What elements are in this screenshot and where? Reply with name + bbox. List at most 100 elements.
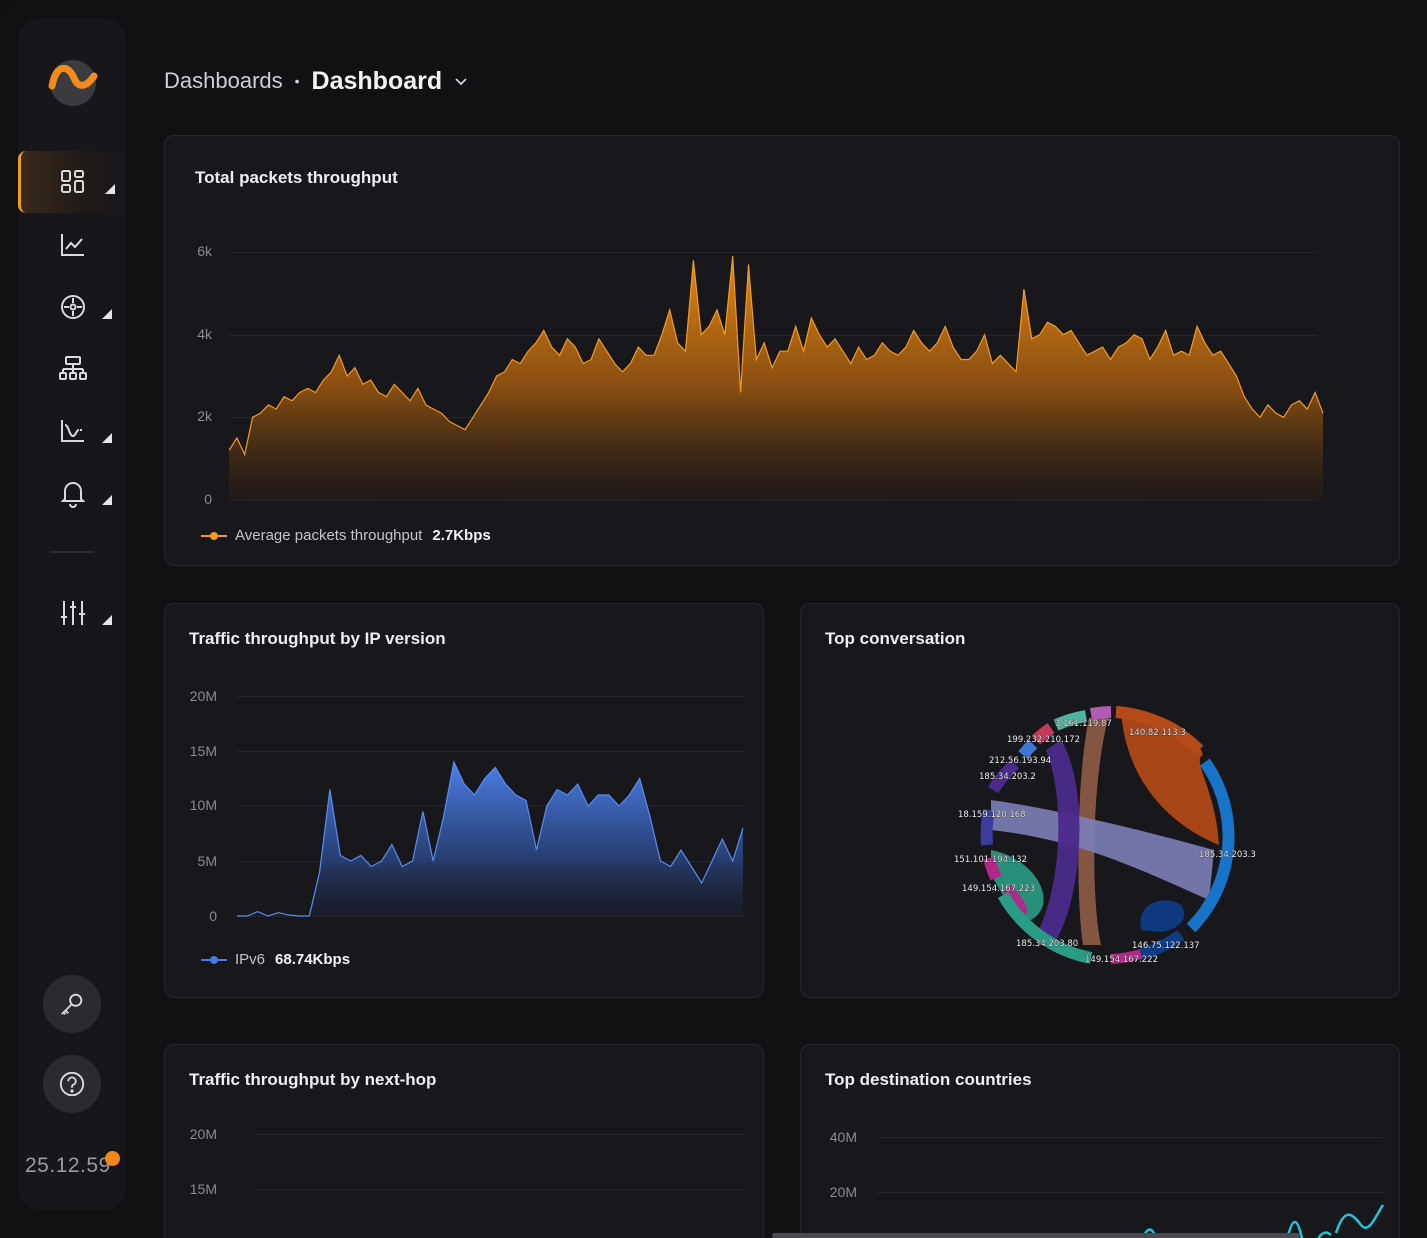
network-hub-icon [61,295,85,319]
sidebar-item-charts[interactable] [18,214,126,276]
chord-node-label: 185.34.203.3 [1199,850,1256,860]
grid-line [237,696,745,697]
app-logo-icon[interactable] [48,58,98,108]
panel-title: Top destination countries [825,1070,1032,1089]
bell-icon [60,482,86,508]
legend-swatch [201,954,227,966]
chord-arc[interactable] [980,808,995,846]
grid-line [877,1192,1383,1193]
y-tick-label: 0 [204,491,212,507]
dashboard-grid-icon [61,170,84,193]
chord-node-label: 212.56.193.94 [989,756,1051,766]
panel-top-conversation: Top conversation 3.161.119.87 [800,603,1400,998]
series-line [1141,1228,1157,1238]
y-tick-label: 15M [189,1181,217,1197]
series-line [229,256,1324,457]
sidebar-item-analytics[interactable] [18,400,126,462]
breadcrumb: Dashboards • Dashboard [164,64,468,98]
sidebar-item-settings[interactable] [18,582,126,644]
series-area [229,256,1323,500]
y-tick-label: 10M [189,797,217,813]
chord-arc[interactable] [1186,758,1235,933]
panel-title: Traffic throughput by next-hop [189,1070,437,1089]
legend-series-value: 68.74Kbps [275,951,351,968]
chord-arc[interactable] [987,759,1020,794]
chord-ribbon[interactable] [991,800,1214,900]
breadcrumb-parent-link[interactable]: Dashboards [164,68,283,93]
submenu-caret-icon [102,433,112,443]
chord-node-label: 185.34.203.80 [1016,939,1078,949]
help-icon [59,1071,85,1097]
submenu-caret-icon [102,309,112,319]
page-title[interactable]: Dashboard [311,66,443,95]
ipv6-area-chart[interactable] [237,684,745,924]
panel-total-packets-throughput: Total packets throughput 6k 4k 2k 0 Aver… [164,135,1400,566]
chord-arc[interactable] [1110,949,1143,964]
chord-arc[interactable] [1031,723,1055,745]
chord-ribbon[interactable] [1036,740,1080,940]
conversation-chord-diagram[interactable]: 3.161.119.87 140.82.113.3 185.34.203.3 1… [941,700,1281,980]
sidebar-divider [50,551,94,553]
sidebar-item-alerts[interactable] [18,462,126,524]
grid-line [255,1189,745,1190]
grid-line [237,751,745,752]
chord-node-label: 140.82.113.3 [1129,728,1186,738]
chord-node-label: 199.232.210.172 [1007,735,1080,745]
y-tick-label: 20M [189,688,217,704]
key-icon [61,993,83,1015]
grid-line [229,500,1317,501]
chord-node-label: 3.161.119.87 [1055,719,1112,729]
chord-ribbon[interactable] [991,850,1044,922]
chord-ribbon[interactable] [1003,885,1028,915]
update-indicator-badge[interactable] [105,1151,120,1166]
chord-node-label: 149.154.167.223 [962,884,1035,894]
chord-ribbon[interactable] [1140,900,1185,932]
panel-title: Traffic throughput by IP version [189,629,446,648]
sitemap-icon [59,356,87,380]
breadcrumb-separator: • [294,73,300,89]
y-tick-label: 20M [829,1184,857,1200]
grid-line [255,1134,745,1135]
y-tick-label: 0 [209,908,217,924]
legend-series-name: Average packets throughput [235,527,423,544]
y-tick-label: 15M [189,743,217,759]
sidebar-item-network[interactable] [18,276,126,338]
series-line [1286,1204,1385,1238]
y-tick-label: 2k [197,408,212,424]
y-tick-label: 6k [197,243,212,259]
chord-node-label: 146.75.122.137 [1132,941,1200,951]
packets-area-chart[interactable] [229,236,1325,504]
chord-arc[interactable] [1139,930,1185,960]
y-tick-label: 4k [197,326,212,342]
series-area [237,762,743,916]
sidebar-item-dashboards[interactable] [18,151,126,213]
help-button[interactable] [43,1055,101,1113]
panel-top-destination-countries: Top destination countries 40M 20M [800,1044,1400,1238]
legend-swatch [201,530,227,542]
chord-arc[interactable] [983,856,1002,881]
chord-arc[interactable] [997,891,1093,964]
sidebar-item-topology[interactable] [18,338,126,400]
analytics-curve-icon [61,420,84,442]
chord-arc[interactable] [1089,706,1112,720]
version-label: 25.12.59 [25,1154,111,1177]
sliders-icon [61,601,85,625]
horizontal-scrollbar[interactable] [772,1233,1300,1238]
submenu-caret-icon [102,615,112,625]
license-key-button[interactable] [43,975,101,1033]
series-line [237,760,744,917]
line-chart-icon [61,234,84,256]
submenu-caret-icon [105,184,115,194]
chord-arc[interactable] [1053,710,1088,731]
chord-arc[interactable] [1018,739,1038,759]
chord-arc[interactable] [1115,706,1204,755]
countries-line-chart[interactable] [1121,1195,1400,1238]
panel-traffic-by-ip-version: Traffic throughput by IP version 20M 15M… [164,603,764,998]
y-tick-label: 20M [189,1126,217,1142]
legend-series-value: 2.7Kbps [432,527,491,544]
chart-legend[interactable]: IPv6 68.74Kbps [201,951,350,968]
chevron-down-icon[interactable] [454,74,468,88]
y-tick-label: 40M [829,1129,857,1145]
y-tick-label: 5M [197,853,217,869]
chart-legend[interactable]: Average packets throughput 2.7Kbps [201,527,491,544]
